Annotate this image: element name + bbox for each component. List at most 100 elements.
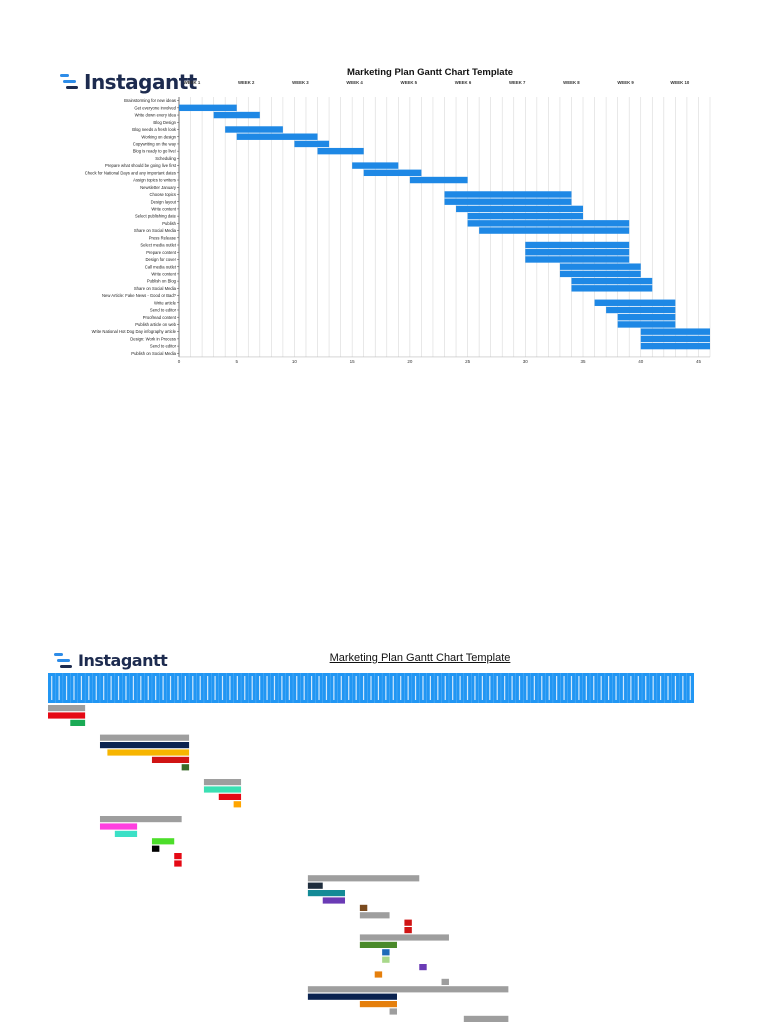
date-column-label bbox=[489, 676, 491, 700]
date-column-label bbox=[600, 676, 602, 700]
task-bar bbox=[203, 786, 242, 793]
task-bar bbox=[307, 882, 323, 889]
task-bar bbox=[203, 779, 242, 786]
date-column-label bbox=[117, 676, 120, 700]
task-bar bbox=[233, 801, 242, 808]
date-column-label bbox=[496, 676, 498, 700]
date-column-label bbox=[177, 676, 179, 700]
date-column-label bbox=[110, 676, 112, 700]
task-bar bbox=[294, 140, 330, 148]
date-column-label bbox=[340, 676, 342, 700]
date-column-label bbox=[518, 676, 521, 700]
date-column-label bbox=[199, 676, 201, 700]
instagantt-mark-icon bbox=[60, 74, 78, 90]
task-label: Publish article on web bbox=[135, 322, 176, 327]
week-label: WEEK 10 bbox=[670, 80, 689, 85]
task-label: Get everyone involved bbox=[134, 105, 176, 110]
x-tick-label: 5 bbox=[235, 359, 238, 364]
date-column-label bbox=[259, 676, 261, 700]
task-bar bbox=[363, 169, 422, 177]
task-bar bbox=[463, 1015, 509, 1022]
task-bar bbox=[444, 198, 572, 205]
date-column-label bbox=[511, 676, 513, 700]
date-column-label bbox=[674, 676, 677, 700]
date-column-label bbox=[273, 676, 276, 700]
date-column-label bbox=[162, 676, 164, 700]
task-bar bbox=[236, 133, 318, 140]
task-bar bbox=[606, 306, 676, 314]
task-label: Prepare content bbox=[146, 250, 177, 255]
x-tick-label: 35 bbox=[581, 359, 587, 364]
chart-title-bottom: Marketing Plan Gantt Chart Template bbox=[329, 652, 511, 664]
task-label: Prepare what should be going live first bbox=[105, 163, 177, 168]
x-tick-label: 45 bbox=[696, 359, 702, 364]
task-bar bbox=[444, 191, 572, 198]
date-column-label bbox=[578, 676, 580, 700]
date-column-label bbox=[570, 676, 573, 700]
date-column-label bbox=[207, 676, 209, 700]
x-tick-label: 0 bbox=[178, 359, 181, 364]
task-bar bbox=[322, 897, 346, 904]
date-column-label bbox=[637, 676, 639, 700]
date-column-label bbox=[630, 676, 632, 700]
task-label: Write down every idea bbox=[135, 113, 177, 118]
task-label: Design for cover bbox=[146, 257, 177, 262]
task-bar bbox=[99, 742, 190, 749]
task-bar bbox=[441, 978, 449, 985]
date-column-label bbox=[682, 676, 684, 700]
task-label: Select media outlet bbox=[140, 243, 176, 248]
instagantt-wordmark: Instagantt bbox=[84, 70, 197, 94]
date-column-label bbox=[385, 676, 387, 700]
date-column-label bbox=[140, 676, 142, 700]
task-bar bbox=[640, 342, 710, 350]
date-column-label bbox=[266, 676, 268, 700]
week-label: WEEK 4 bbox=[346, 80, 363, 85]
task-bar bbox=[359, 941, 397, 948]
task-bar bbox=[382, 949, 390, 956]
task-bar bbox=[307, 993, 397, 1000]
date-column-label bbox=[407, 676, 409, 700]
task-bar bbox=[617, 321, 676, 328]
task-bar bbox=[479, 227, 630, 234]
task-bar bbox=[617, 314, 676, 321]
task-bar bbox=[99, 823, 138, 830]
date-column-label bbox=[526, 676, 528, 700]
date-column-label bbox=[147, 676, 149, 700]
task-label: Share on Social Media bbox=[134, 228, 177, 233]
task-label: Write article bbox=[154, 300, 177, 305]
instagantt-mark-icon bbox=[54, 652, 72, 669]
date-column-label bbox=[51, 676, 53, 700]
date-column-label bbox=[593, 676, 595, 700]
task-bar bbox=[359, 1001, 397, 1008]
date-column-label bbox=[667, 676, 669, 700]
task-bar bbox=[225, 126, 283, 133]
date-column-label bbox=[504, 676, 506, 700]
date-column-label bbox=[459, 676, 461, 700]
date-column-label bbox=[155, 676, 157, 700]
week-label: WEEK 5 bbox=[401, 80, 418, 85]
task-label: Publish on Social Media bbox=[131, 351, 176, 356]
task-bar bbox=[151, 756, 190, 763]
task-bar bbox=[382, 956, 390, 963]
date-column-label bbox=[362, 676, 365, 700]
week-label: WEEK 7 bbox=[509, 80, 526, 85]
task-label: Select publishing date bbox=[135, 214, 177, 219]
gantt-chart-weekly: 0 5 10 15 20 25 30 35 40 45 WEEK 1 WEEK 2 WEEK 3 WEEK… bbox=[85, 80, 711, 364]
date-column-label bbox=[169, 676, 172, 700]
task-bar bbox=[99, 734, 190, 741]
week-label: WEEK 3 bbox=[292, 80, 309, 85]
date-column-label bbox=[377, 676, 380, 700]
week-label: WEEK 8 bbox=[563, 80, 580, 85]
date-column-label bbox=[236, 676, 238, 700]
x-tick-label: 10 bbox=[292, 359, 298, 364]
date-column-label bbox=[541, 676, 543, 700]
task-bar bbox=[48, 705, 86, 712]
date-column-label bbox=[444, 676, 446, 700]
date-column-label bbox=[400, 676, 402, 700]
task-bar bbox=[571, 277, 653, 285]
date-column-label bbox=[533, 676, 535, 700]
task-bar bbox=[107, 749, 190, 756]
date-column-label bbox=[355, 676, 357, 700]
task-bar bbox=[419, 964, 427, 971]
